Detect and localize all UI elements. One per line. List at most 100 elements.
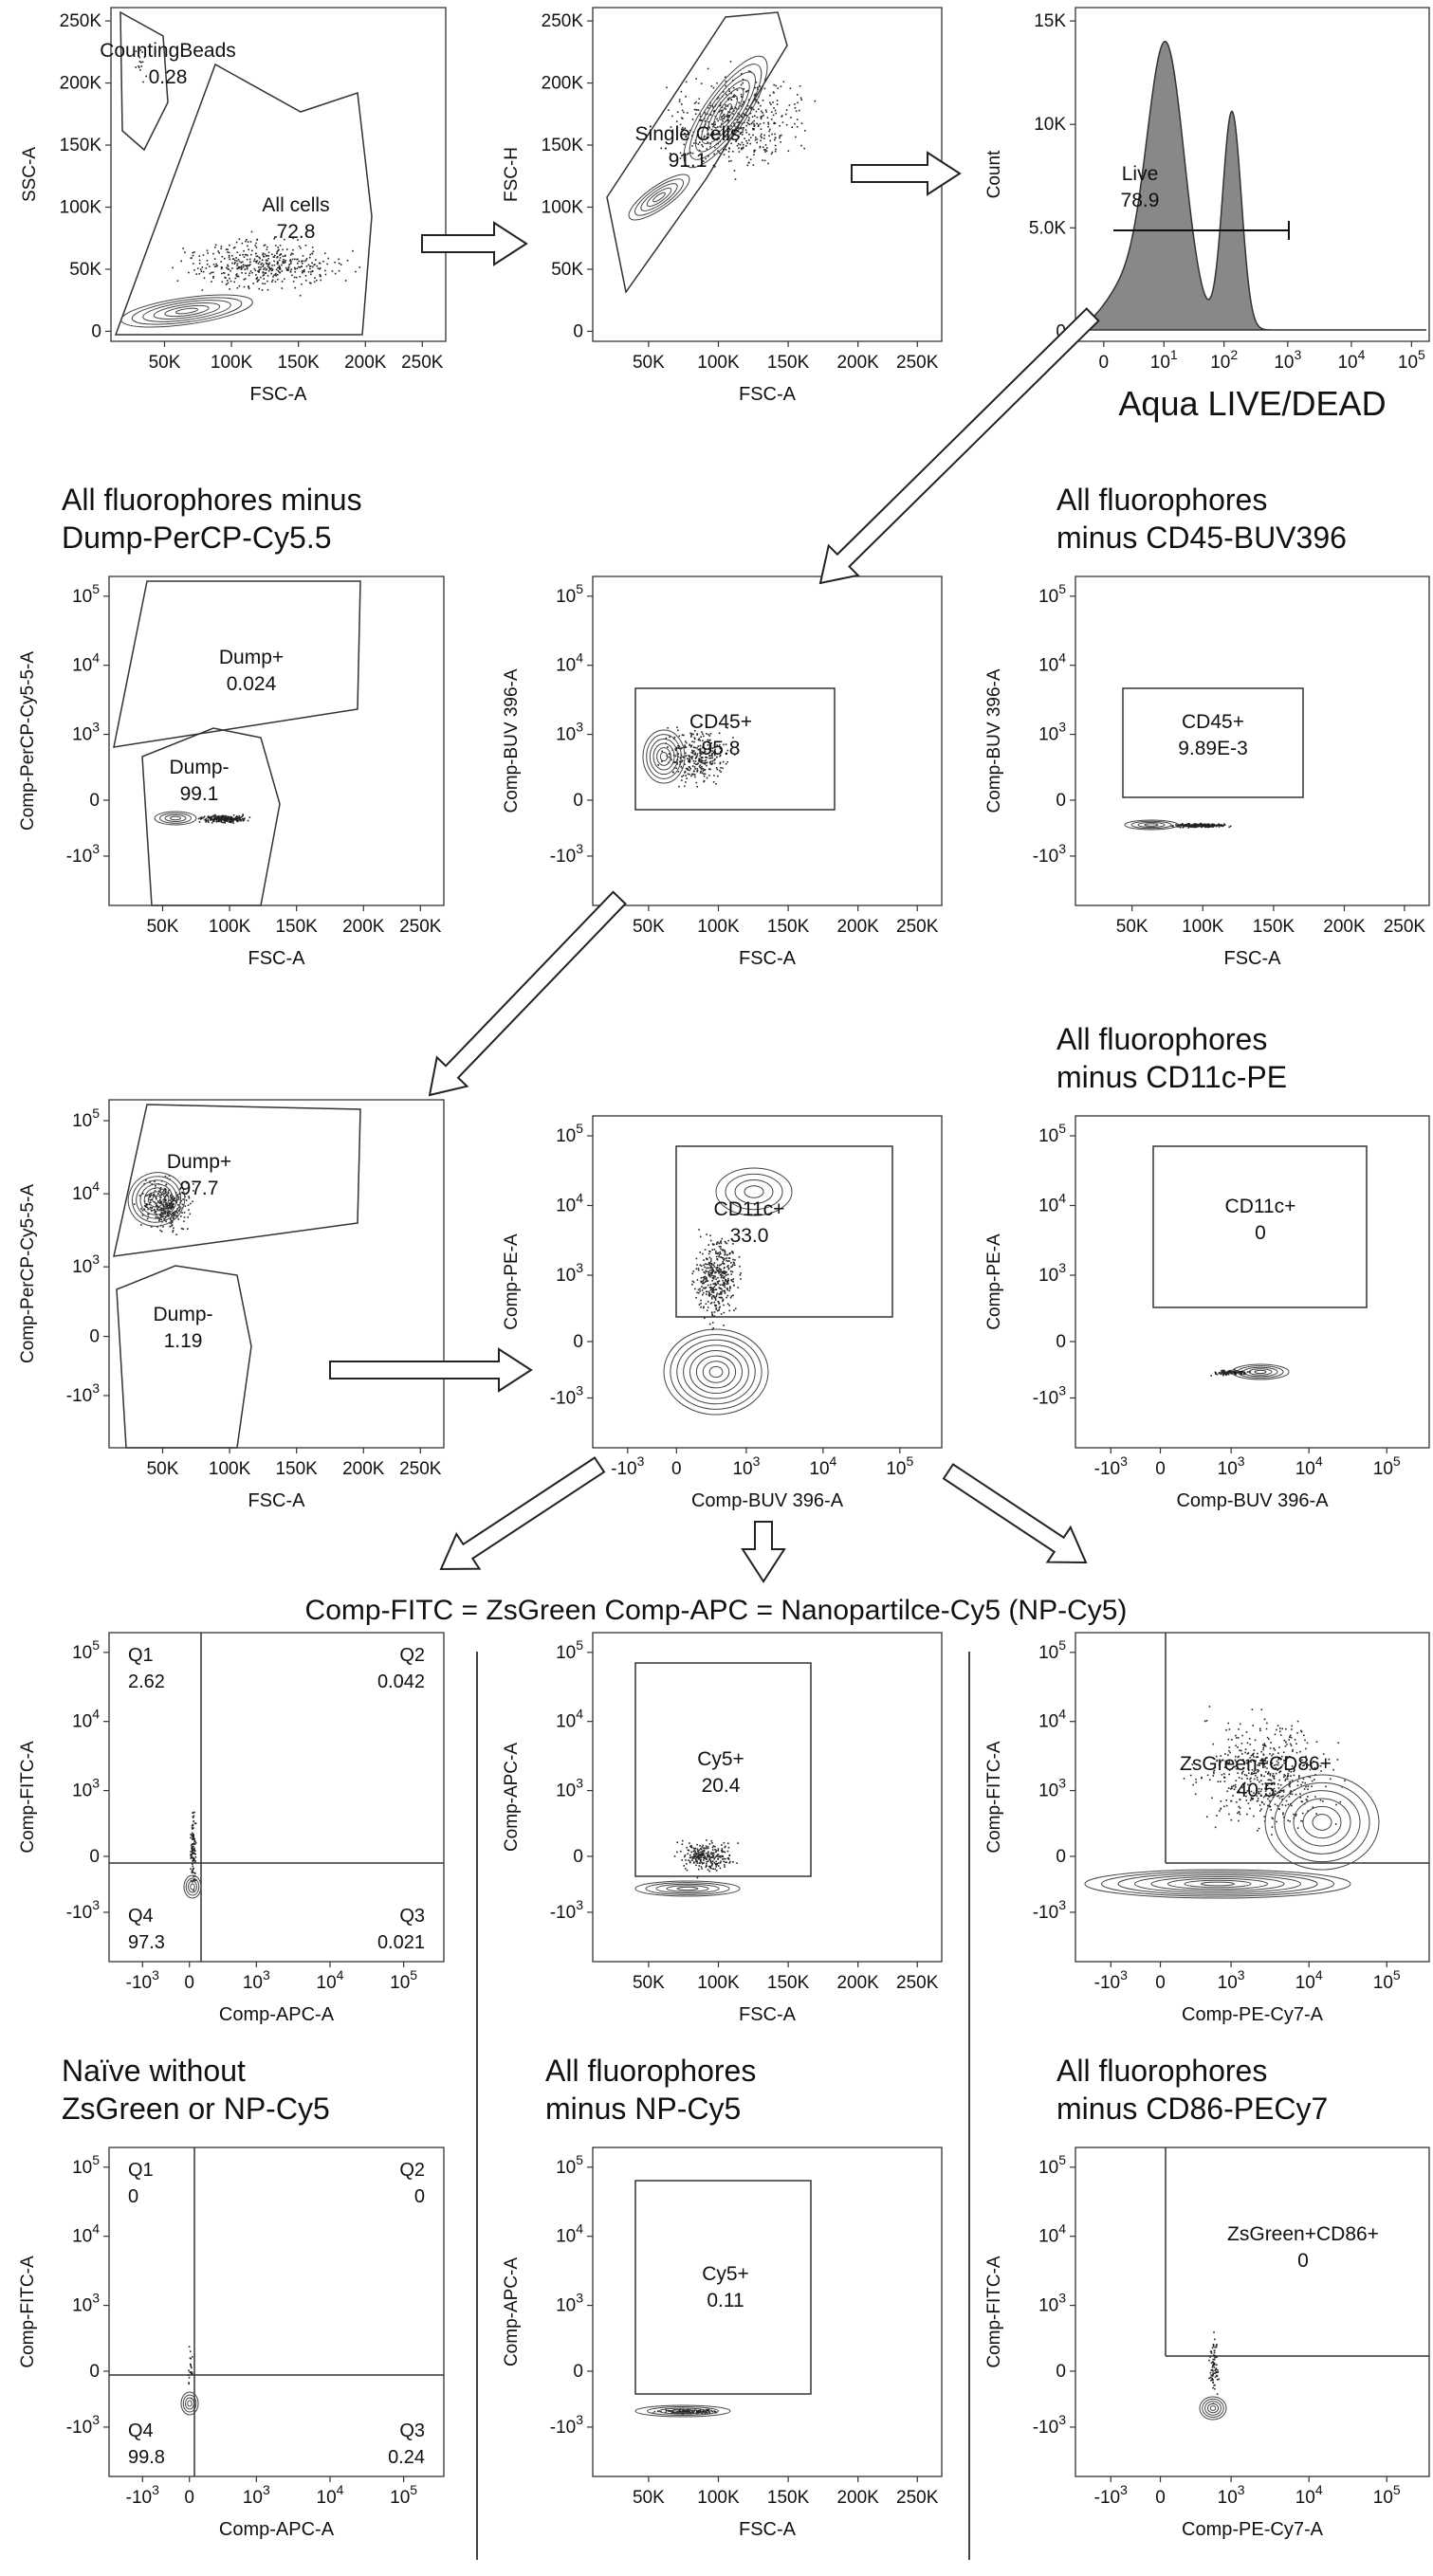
event-dot [201, 816, 203, 818]
event-dot [737, 112, 740, 115]
event-dot [681, 1839, 684, 1842]
event-dot [225, 814, 228, 817]
event-dot [704, 1317, 706, 1320]
event-dot [1263, 1775, 1265, 1778]
event-dot [700, 722, 702, 725]
event-dot [270, 267, 273, 269]
event-dot [725, 81, 727, 82]
event-dot [1279, 1783, 1282, 1786]
event-dot [684, 1868, 687, 1870]
event-dot [684, 1854, 687, 1856]
event-dot [719, 1252, 722, 1255]
event-dot [700, 1276, 703, 1279]
event-dot [247, 245, 248, 247]
event-dot [215, 818, 218, 821]
event-dot [1249, 1756, 1252, 1759]
contour-line [1130, 820, 1172, 830]
event-dot [726, 1850, 729, 1853]
event-dot [1316, 1763, 1319, 1766]
event-dot [1230, 1370, 1232, 1372]
event-dot [1282, 1813, 1284, 1816]
event-dot [712, 1327, 715, 1329]
event-dot [1296, 1720, 1299, 1723]
event-dot [1249, 1781, 1252, 1782]
event-dot [696, 785, 699, 788]
event-dot [711, 1852, 714, 1854]
event-dot [1301, 1759, 1303, 1762]
tick-label: 250K [896, 917, 939, 937]
tick-label: 105 [1038, 2152, 1066, 2178]
event-dot [753, 149, 756, 152]
event-dot [719, 1273, 722, 1276]
event-dot [158, 1198, 161, 1201]
event-dot [714, 1251, 717, 1254]
event-dot [699, 752, 702, 754]
event-dot [265, 272, 267, 274]
flow-arrow [329, 1347, 533, 1393]
event-dot [191, 1825, 193, 1827]
event-dot [697, 1288, 700, 1291]
event-dot [697, 739, 700, 741]
event-dot [1253, 1756, 1255, 1758]
event-dot [710, 1258, 712, 1260]
event-dot [706, 757, 708, 759]
event-dot [724, 1252, 726, 1255]
event-dot [246, 239, 248, 241]
event-dot [717, 1270, 720, 1273]
event-dot [1277, 1783, 1279, 1785]
event-dot [188, 271, 190, 274]
event-dot [704, 112, 707, 114]
event-dot [235, 260, 238, 263]
event-dot [745, 131, 748, 134]
event-dot [756, 94, 759, 96]
event-dot [1179, 826, 1182, 829]
event-dot [730, 142, 732, 145]
event-dot [160, 1207, 162, 1209]
event-dot [1262, 1748, 1264, 1751]
event-dot [714, 1848, 716, 1851]
event-dot [249, 241, 252, 243]
event-dot [765, 111, 767, 113]
event-dot [708, 1870, 710, 1873]
event-dot [724, 1282, 726, 1285]
event-dot [142, 81, 144, 83]
tick-label: 104 [317, 1967, 344, 1993]
event-dot [689, 1861, 691, 1864]
event-dot [712, 1291, 715, 1294]
event-dot [678, 785, 680, 788]
tick-label: 100K [209, 1459, 251, 1479]
event-dot [699, 764, 702, 767]
event-dot [327, 257, 330, 260]
x-axis-label: FSC-A [739, 384, 797, 405]
tick-label: -103 [126, 1967, 159, 1993]
event-dot [169, 1199, 171, 1201]
event-dot [697, 1868, 700, 1871]
panel-title: All fluorophores minus [62, 483, 362, 517]
event-dot [225, 277, 227, 279]
event-dot [1208, 2359, 1210, 2362]
event-dot [1219, 1781, 1222, 1782]
event-dot [193, 1812, 194, 1814]
event-dot [694, 1850, 696, 1853]
event-dot [203, 815, 206, 818]
event-dot [743, 87, 745, 90]
event-dot [168, 1207, 170, 1209]
event-dot [741, 116, 744, 118]
event-dot [717, 1858, 719, 1860]
event-dot [794, 106, 797, 109]
event-dot [1262, 1754, 1265, 1756]
event-dot [727, 1267, 730, 1270]
event-dot [716, 1854, 719, 1856]
event-dot [716, 1267, 719, 1270]
event-dot [1223, 1776, 1226, 1779]
event-dot [794, 103, 796, 105]
event-dot [198, 259, 201, 262]
flow-arrow [421, 221, 528, 266]
event-dot [691, 1272, 693, 1275]
event-dot [1241, 1371, 1243, 1374]
event-dot [713, 1315, 716, 1317]
event-dot [685, 741, 688, 744]
event-dot [174, 1215, 176, 1217]
event-dot [167, 1192, 170, 1195]
event-dot [1199, 824, 1202, 827]
